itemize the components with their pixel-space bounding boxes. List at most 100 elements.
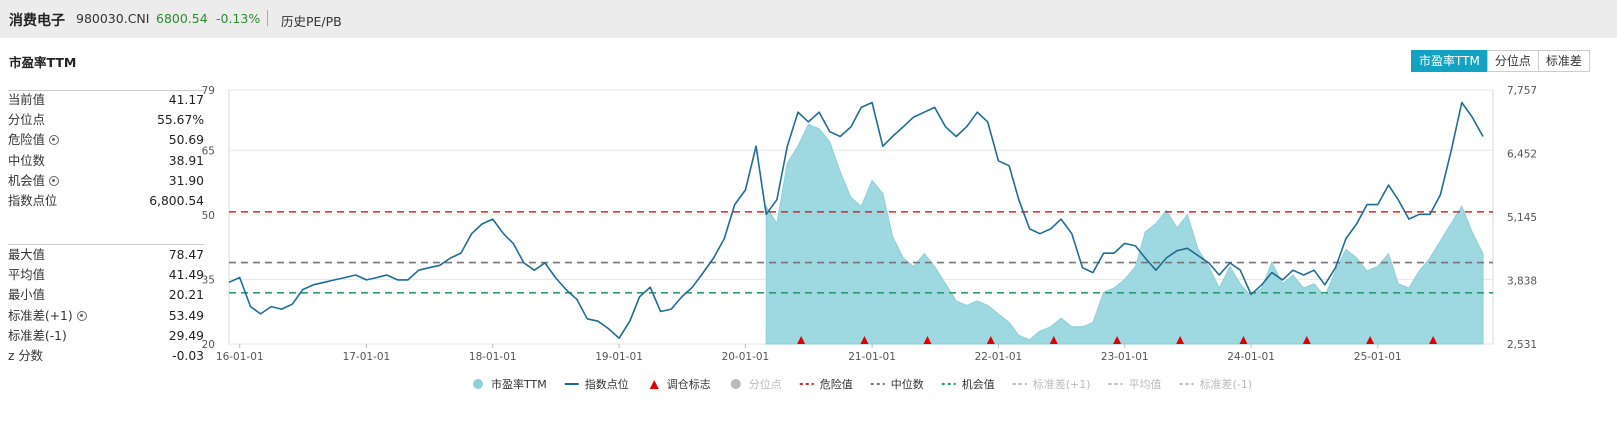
y-right-tick-label: 6,452 [1507,149,1537,161]
legend-dot-icon [473,379,483,389]
stat-value: -0.03 [172,348,204,363]
rebalance-marker [797,336,806,344]
x-tick-label: 21-01-01 [848,351,896,363]
index-name: 消费电子 [9,13,65,29]
rebalance-marker [986,336,995,344]
pe-ttm-area [765,123,1484,345]
x-tick-label: 22-01-01 [975,351,1023,363]
rebalance-marker [1302,336,1311,344]
x-tick-label: 17-01-01 [343,351,391,363]
gear-icon[interactable] [48,175,59,186]
x-tick-label: 18-01-01 [469,351,517,363]
stat-value: 78.47 [168,248,204,262]
y-left-tick-label: 35 [202,274,215,286]
x-tick-label: 23-01-01 [1101,351,1149,363]
stat-label: 最小值 [8,288,45,303]
rebalance-marker [1049,336,1058,344]
stat-label: 标准差(+1) [8,308,73,323]
rebalance-marker [1176,336,1185,344]
y-left-tick-label: 20 [202,339,215,351]
stat-label: 平均值 [8,268,45,283]
legend-label: 标准差(+1) [1033,377,1091,391]
stat-label: 中位数 [8,153,45,168]
index-line [228,101,1484,339]
tab-std-dev[interactable]: 标准差 [1537,50,1590,72]
stat-label: 机会值 [8,173,45,188]
x-tick-label: 24-01-01 [1227,351,1275,363]
header-divider [267,10,268,26]
y-right-tick-label: 3,838 [1507,276,1537,288]
legend-label: 标准差(-1) [1200,377,1253,391]
stat-label: z 分数 [8,348,43,363]
rebalance-marker [860,336,869,344]
index-change: -0.13% [216,11,261,26]
legend-label: 危险值 [820,377,853,391]
y-left-tick-label: 65 [202,145,215,157]
x-tick-label: 25-01-01 [1354,351,1402,363]
tab-pe-ttm[interactable]: 市盈率TTM [1411,50,1488,72]
stat-row: 危险值 50.69 [8,130,204,150]
stat-value: 50.69 [168,133,204,148]
stats-divider [8,244,204,245]
index-price: 6800.54 [156,11,208,26]
stat-row: z 分数 -0.03 [8,346,204,366]
legend-label: 中位数 [891,377,924,391]
stat-row: 机会值 31.90 [8,171,204,191]
stat-value: 55.67% [157,113,204,128]
legend-dot-icon [730,379,741,389]
stat-label: 当前值 [8,93,45,107]
stat-value: 6,800.54 [149,193,204,208]
panel-title: 市盈率TTM [9,55,77,70]
y-left-tick-label: 50 [202,210,215,222]
stats-current-group: 当前值 41.17 分位点 55.67% 危险值 50.69 中位数 38.91 机会值… [8,90,204,211]
stats-history-group: 最大值 78.47 平均值 41.49 最小值 20.21 标准差(+1) 53.49 … [8,245,204,366]
stat-label: 指数点位 [8,193,58,208]
stat-value: 20.21 [168,288,204,303]
stats-divider [8,90,204,91]
y-right-tick-label: 2,531 [1507,339,1537,351]
x-tick-label: 16-01-01 [216,351,264,363]
stat-value: 41.49 [168,268,204,283]
gear-icon[interactable] [76,310,87,321]
stat-row: 标准差(-1) 29.49 [8,326,204,346]
rebalance-marker [1113,336,1122,344]
gear-icon[interactable] [48,135,59,146]
rebalance-marker [1239,336,1248,344]
x-tick-label: 19-01-01 [595,351,643,363]
index-code: 980030.CNI [76,11,150,26]
stat-value: 53.49 [168,308,204,323]
legend-label: 分位点 [749,377,782,391]
stat-row: 最大值 78.47 [8,245,204,265]
stat-label: 分位点 [8,113,45,128]
stat-row: 平均值 41.49 [8,265,204,285]
stat-row: 最小值 20.21 [8,285,204,305]
stat-value: 38.91 [168,153,204,168]
y-right-tick-label: 7,757 [1507,85,1537,97]
stat-row: 中位数 38.91 [8,151,204,171]
stat-row: 当前值 41.17 [8,90,204,110]
y-right-tick-label: 5,145 [1507,212,1537,224]
x-tick-label: 20-01-01 [722,351,770,363]
rebalance-marker [1366,336,1375,344]
legend-label: 平均值 [1129,378,1162,391]
stat-row: 指数点位 6,800.54 [8,191,204,211]
legend-triangle-icon [649,380,659,389]
legend-label: 机会值 [962,377,995,391]
header-bar: 消费电子 980030.CNI 6800.54 -0.13% 历史PE/PB [0,0,1617,38]
y-left-tick-label: 79 [202,85,215,97]
stat-value: 31.90 [168,173,204,188]
metric-tabs: 市盈率TTM 分位点 标准差 [1411,50,1590,72]
rebalance-marker [1429,336,1438,344]
stat-label: 最大值 [8,248,45,262]
legend-label: 调仓标志 [667,377,711,391]
legend-label: 市盈率TTM [491,377,547,391]
stat-row: 标准差(+1) 53.49 [8,306,204,326]
stat-value: 41.17 [168,93,204,107]
legend-label: 指数点位 [585,377,629,391]
stat-label: 危险值 [8,133,45,148]
history-pe-pb-link[interactable]: 历史PE/PB [281,14,342,29]
rebalance-marker [923,336,932,344]
stat-label: 标准差(-1) [8,328,67,343]
stat-value: 29.49 [168,328,204,343]
